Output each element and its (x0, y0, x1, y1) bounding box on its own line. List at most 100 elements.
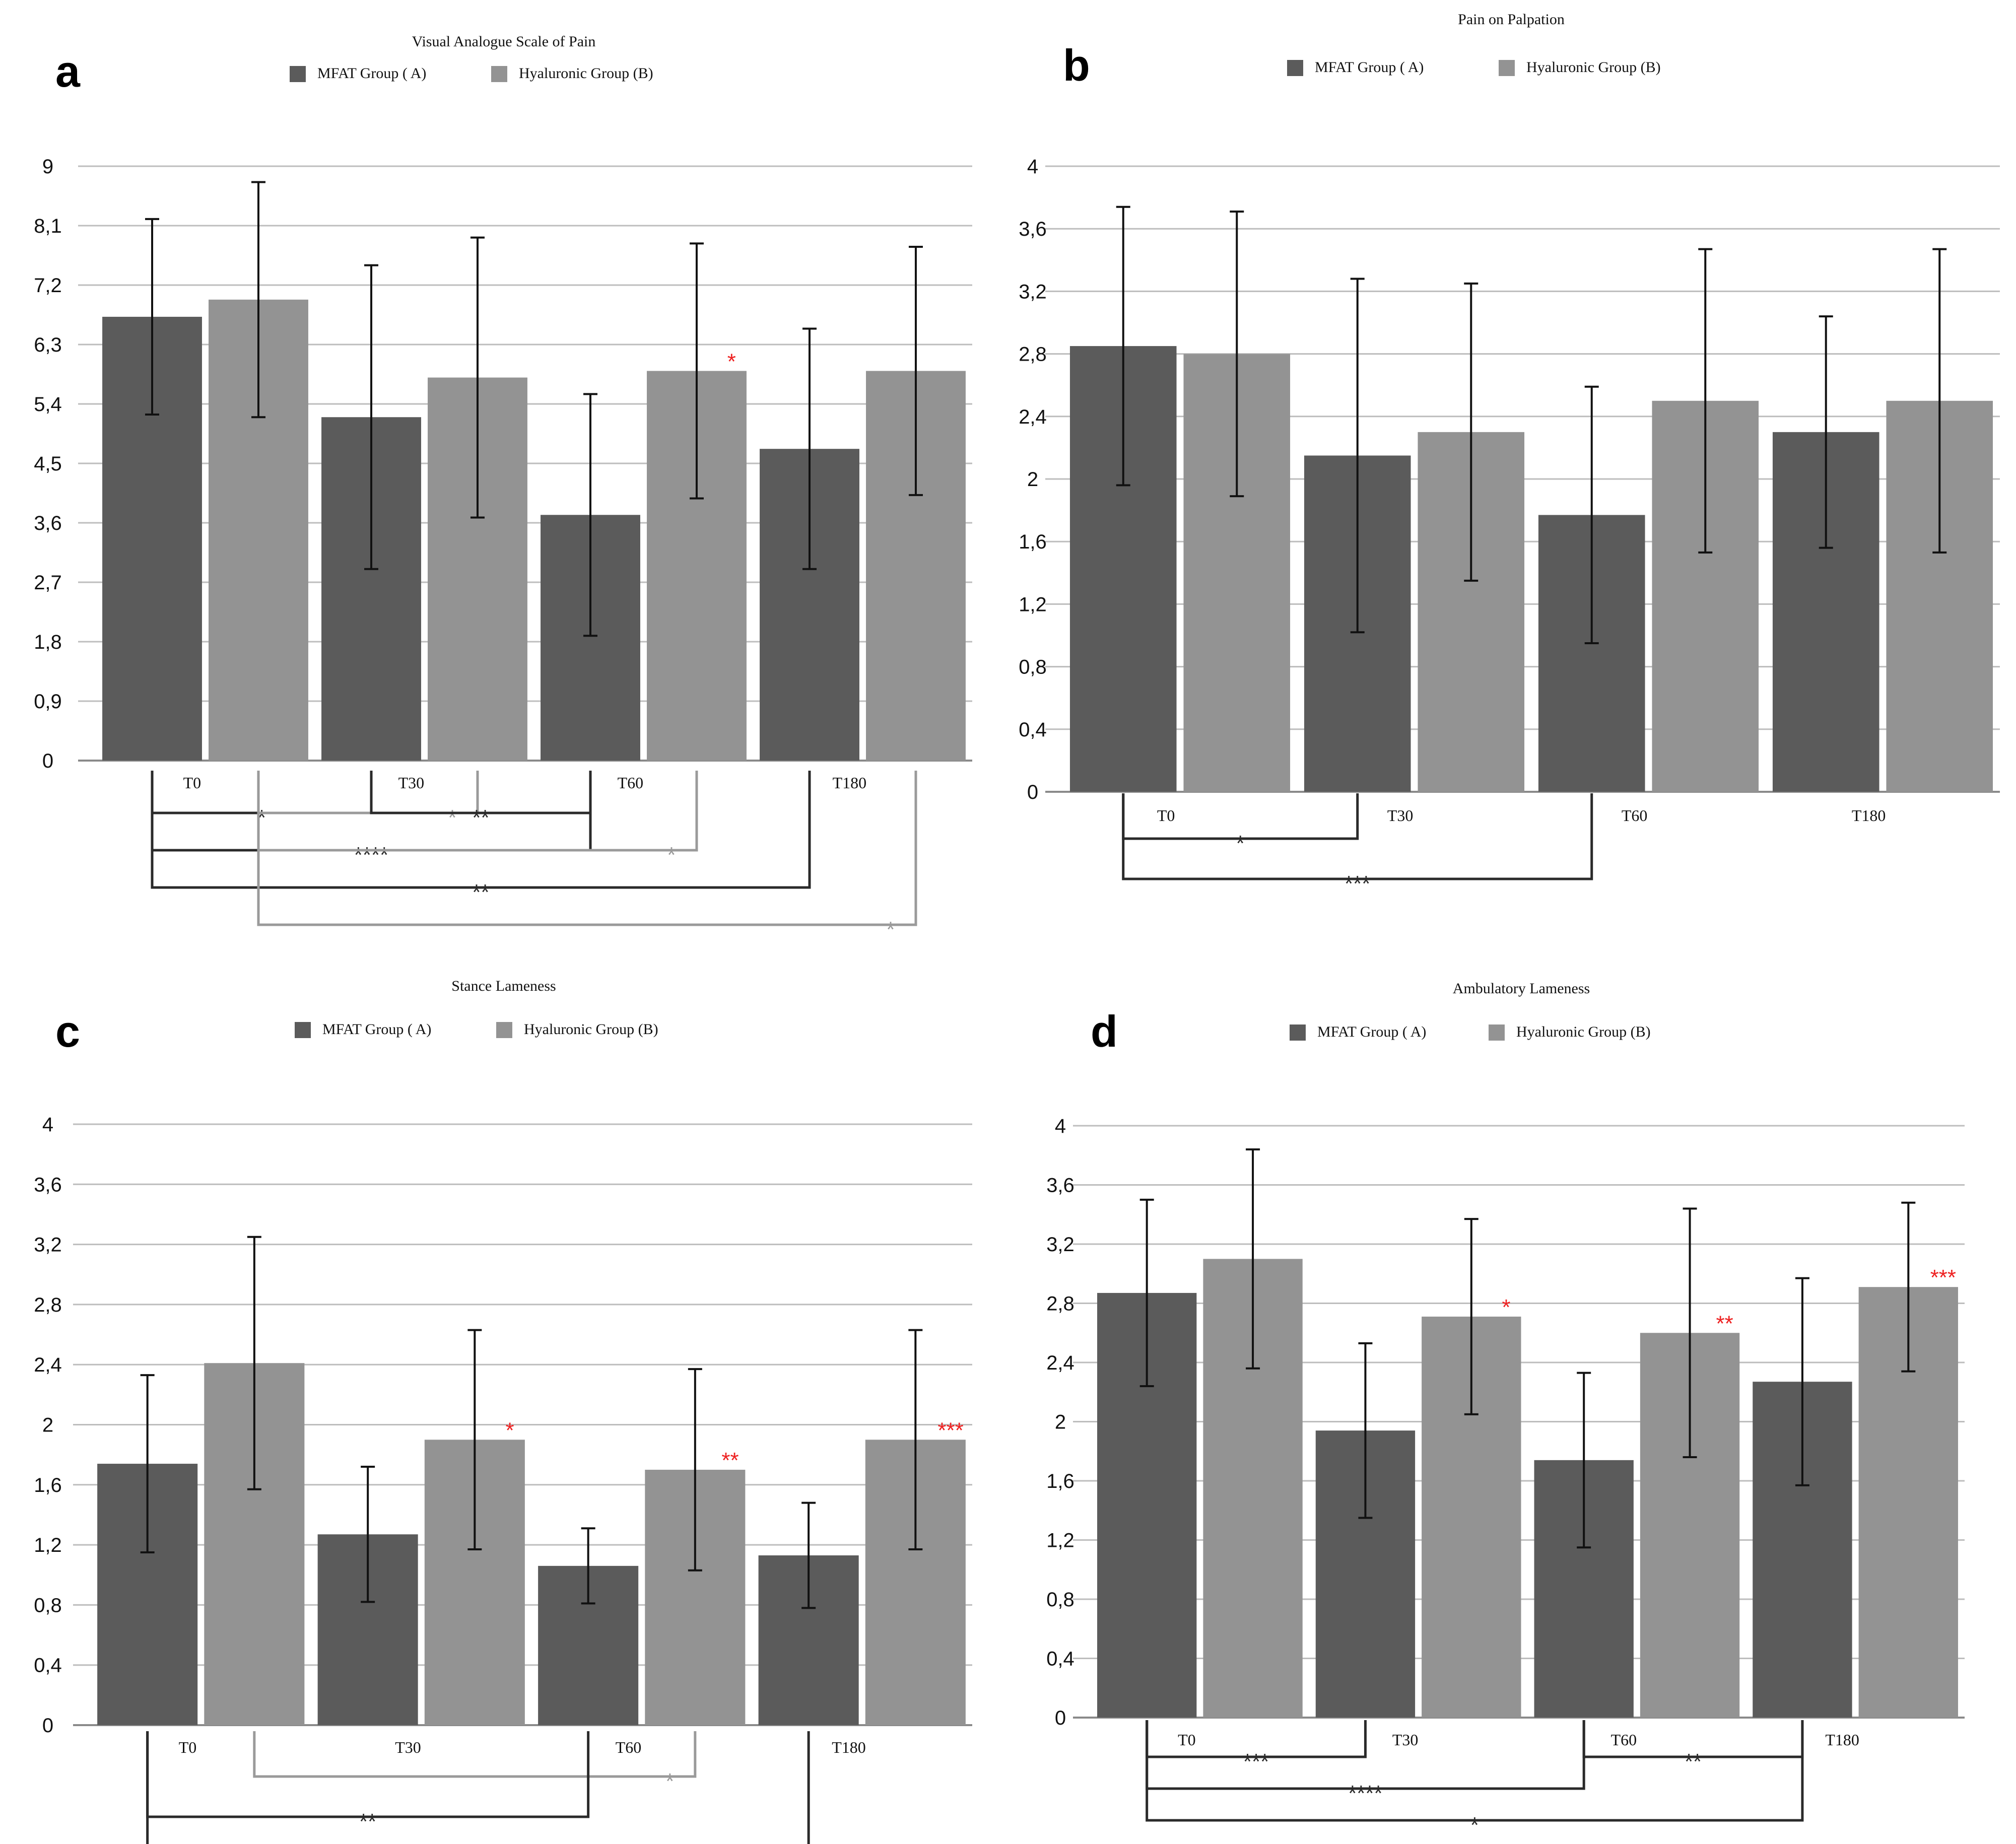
y-tick-label: 5,4 (34, 393, 62, 416)
x-category-label: T60 (1622, 806, 1648, 825)
y-tick-label: 1,6 (1019, 531, 1047, 553)
bracket-significance-label: ** (359, 1809, 376, 1834)
y-tick-label: 2,4 (1019, 406, 1047, 428)
y-tick-label: 0,9 (34, 691, 62, 713)
y-tick-label: 3,6 (1019, 218, 1047, 240)
y-tick-label: 7,2 (34, 275, 62, 297)
bracket-significance-label: *** (1345, 871, 1370, 896)
y-tick-label: 1,6 (1046, 1470, 1074, 1492)
panel-label: d (1091, 1006, 1118, 1056)
comparison-bracket (151, 771, 811, 889)
x-category-label: T0 (179, 1738, 197, 1756)
y-tick-label: 9 (42, 156, 53, 178)
y-tick-label: 3,2 (34, 1234, 62, 1256)
x-category-label: T60 (618, 774, 644, 792)
chart-title: Pain on Palpation (1458, 11, 1565, 28)
y-tick-label: 3,2 (1019, 281, 1047, 303)
x-category-label: T30 (1392, 1731, 1419, 1749)
comparison-bracket (146, 1731, 590, 1818)
significance-marker: * (505, 1418, 514, 1443)
y-tick-label: 1,2 (1046, 1530, 1074, 1552)
significance-marker: *** (1930, 1265, 1956, 1290)
x-category-label: T30 (398, 774, 425, 792)
y-tick-label: 1,2 (34, 1534, 62, 1556)
significance-marker: * (1502, 1295, 1510, 1320)
y-tick-label: 4 (1055, 1115, 1066, 1137)
legend-label-b: Hyaluronic Group (B) (519, 65, 653, 82)
significance-marker: * (727, 349, 736, 374)
legend-swatch-a (290, 66, 306, 82)
y-tick-label: 2,8 (1019, 344, 1047, 366)
legend-swatch-b (496, 1022, 512, 1038)
bracket-significance-label: * (1470, 1813, 1479, 1837)
comparison-bracket (257, 771, 479, 814)
legend-label-b: Hyaluronic Group (B) (1526, 59, 1661, 76)
panel-b: Pain on Palpation b MFAT Group ( A) Hyaluro… (1019, 11, 2000, 896)
legend-swatch-a (295, 1022, 311, 1038)
bracket-significance-label: * (667, 843, 676, 867)
y-tick-label: 3,2 (1046, 1234, 1074, 1256)
legend-swatch-b (1499, 60, 1515, 76)
significance-marker: ** (1716, 1311, 1733, 1336)
bracket-significance-label: ** (1685, 1749, 1702, 1774)
comparison-bracket (1122, 793, 1593, 880)
x-category-label: T180 (832, 1738, 866, 1756)
bracket-significance-label: **** (1348, 1781, 1383, 1806)
panel-label: b (1063, 40, 1090, 90)
y-tick-label: 0,4 (1046, 1648, 1074, 1670)
comparison-bracket (257, 771, 917, 926)
legend-swatch-b (491, 66, 507, 82)
bracket-significance-label: ** (472, 880, 489, 905)
y-tick-label: 0,4 (1019, 719, 1047, 741)
bracket-significance-label: * (665, 1769, 674, 1794)
bracket-significance-label: *** (1243, 1749, 1269, 1774)
legend-label-b: Hyaluronic Group (B) (524, 1021, 658, 1038)
y-tick-label: 3,6 (34, 512, 62, 534)
chart-title: Stance Lameness (451, 978, 556, 994)
y-tick-label: 0 (42, 1715, 53, 1737)
x-category-label: T30 (1387, 806, 1414, 825)
y-tick-label: 2,8 (1046, 1293, 1074, 1315)
y-tick-label: 8,1 (34, 215, 62, 237)
y-tick-label: 2 (1027, 468, 1038, 491)
panel-label: c (55, 1006, 80, 1056)
y-tick-label: 0,8 (1019, 656, 1047, 678)
chart-title: Ambulatory Lameness (1453, 980, 1590, 997)
y-tick-label: 2 (1055, 1411, 1066, 1433)
y-tick-label: 1,2 (1019, 593, 1047, 616)
comparison-bracket (146, 1731, 810, 1844)
y-tick-label: 4 (1027, 156, 1038, 178)
significance-marker: *** (937, 1418, 963, 1443)
legend-label-a: MFAT Group ( A) (1317, 1023, 1426, 1040)
y-tick-label: 2,4 (34, 1354, 62, 1376)
legend-swatch-a (1290, 1025, 1306, 1041)
legend-swatch-b (1489, 1025, 1505, 1041)
y-tick-label: 3,6 (34, 1174, 62, 1196)
chart-title: Visual Analogue Scale of Pain (412, 33, 596, 50)
y-tick-label: 4 (42, 1114, 53, 1136)
bracket-significance-label: * (448, 805, 456, 830)
y-tick-label: 1,6 (34, 1474, 62, 1496)
panel-d: Ambulatory Lameness d MFAT Group ( A) Hyalu… (1046, 980, 1965, 1837)
x-category-label: T30 (395, 1738, 421, 1756)
legend-label-b: Hyaluronic Group (B) (1516, 1023, 1651, 1040)
y-tick-label: 4,5 (34, 453, 62, 475)
bracket-significance-label: ** (472, 805, 489, 830)
bracket-significance-label: * (1236, 831, 1245, 856)
y-tick-label: 0 (42, 750, 53, 772)
x-category-label: T180 (1825, 1731, 1859, 1749)
y-tick-label: 0 (1027, 781, 1038, 803)
legend-swatch-a (1287, 60, 1303, 76)
x-category-label: T180 (833, 774, 867, 792)
panel-a: Visual Analogue Scale of Pain a MFAT Group… (34, 33, 972, 942)
panel-c: Stance Lameness c MFAT Group ( A) Hyaluroni… (34, 978, 972, 1844)
y-tick-label: 0,4 (34, 1655, 62, 1677)
y-tick-label: 6,3 (34, 334, 62, 356)
legend-label-a: MFAT Group ( A) (1315, 59, 1424, 76)
comparison-bracket (253, 1731, 697, 1778)
y-tick-label: 2,7 (34, 572, 62, 594)
legend-label-a: MFAT Group ( A) (317, 65, 426, 82)
y-tick-label: 2,4 (1046, 1352, 1074, 1374)
y-tick-label: 3,6 (1046, 1175, 1074, 1197)
